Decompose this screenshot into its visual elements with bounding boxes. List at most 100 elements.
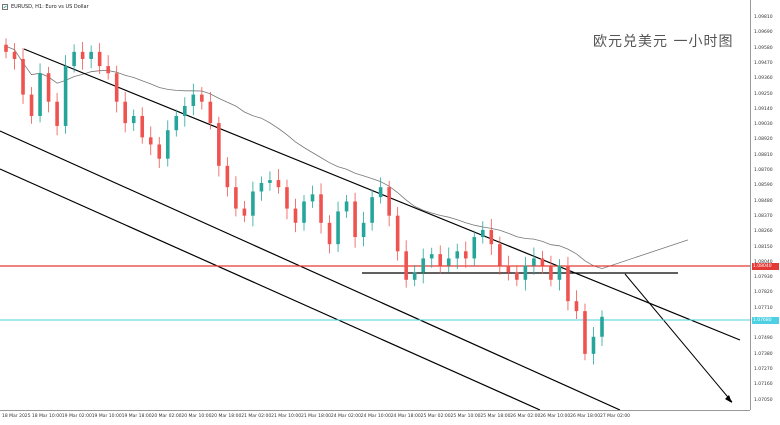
time-axis[interactable]: 18 Mar 2025 18 Mar 10:00 19 Mar 02:00 19 Ma… [0, 410, 750, 425]
price-axis-label: 1.08920 [754, 137, 773, 143]
candle-body [506, 265, 511, 273]
candle-body [498, 244, 502, 266]
candle-body [344, 201, 349, 212]
candle-body [106, 66, 110, 74]
candlestick-series [4, 38, 604, 365]
candle-body [404, 251, 408, 280]
time-axis-label: 25 Mar 18:00 [480, 414, 511, 419]
candle-body [336, 211, 340, 245]
candle-body [148, 137, 153, 145]
chart-symbol-title: EURUSD, H1: Euro vs US Dollar [11, 4, 89, 10]
candle-body [29, 94, 34, 116]
candle-body [63, 66, 68, 126]
candle-body [217, 123, 221, 166]
price-axis-label: 1.08700 [754, 168, 773, 173]
time-axis-label: 26 Mar 18:00 [570, 414, 601, 419]
price-axis-label: 1.08810 [754, 152, 773, 158]
price-axis-label: 1.09470 [754, 60, 773, 66]
candle-body [600, 316, 604, 337]
time-axis-label: 24 Mar 18:00 [390, 414, 421, 419]
projection-arrow-line[interactable] [624, 273, 733, 403]
price-plot-area[interactable] [0, 0, 750, 410]
candle-body [4, 44, 8, 52]
candle-body [387, 187, 391, 216]
candle-body [446, 258, 451, 266]
time-axis-label: 26 Mar 02:00 [510, 414, 541, 419]
price-axis-label: 1.07050 [754, 397, 773, 403]
price-axis-label: 1.08040 [754, 260, 773, 265]
candle-body [361, 222, 366, 238]
trend-channel-lines[interactable] [0, 48, 741, 410]
channel-lower-line[interactable] [0, 168, 541, 410]
red-level-price-tag: 1.08040 [752, 262, 779, 270]
chart-symbol-icon [2, 4, 8, 10]
price-axis-label: 1.08370 [754, 213, 773, 219]
candle-body [140, 115, 145, 138]
time-axis-label: 19 Mar 10:00 [91, 414, 122, 419]
candle-body [540, 258, 545, 266]
price-axis-label: 1.07710 [754, 305, 773, 311]
price-axis-label: 1.08480 [754, 198, 773, 204]
candle-body [574, 301, 579, 312]
candle-body [302, 201, 306, 223]
candle-body [438, 254, 443, 266]
candle-body [72, 51, 76, 67]
time-axis-label: 19 Mar 02:00 [61, 414, 92, 419]
candle-body [421, 258, 425, 273]
candle-body [89, 51, 93, 59]
candle-body [566, 265, 570, 302]
candle-body [21, 58, 25, 95]
candle-body [327, 222, 332, 245]
candle-body [412, 272, 417, 280]
candle-body [523, 265, 528, 280]
candle-body [131, 115, 136, 124]
candle-body [463, 251, 468, 259]
price-axis-label: 1.09140 [754, 106, 773, 112]
chart-watermark-text: 欧元兑美元 一小时图 [593, 34, 734, 50]
candle-body [12, 51, 17, 59]
price-axis-label: 1.07160 [754, 382, 773, 388]
time-axis-label: 20 Mar 10:00 [181, 414, 212, 419]
candle-body [378, 187, 383, 198]
price-axis-label: 1.08260 [754, 229, 773, 235]
candle-body [429, 254, 434, 259]
candle-body [225, 165, 230, 188]
candle-body [293, 208, 298, 223]
candle-body [46, 73, 51, 102]
candle-body [183, 105, 187, 116]
candle-body [114, 73, 119, 102]
candle-body [55, 101, 59, 126]
price-axis-label: 1.09250 [754, 91, 773, 97]
candle-body [157, 144, 162, 159]
time-axis-label: 18 Mar 2025 [2, 414, 31, 419]
candle-body [200, 94, 204, 102]
price-axis-label: 1.09580 [754, 45, 773, 51]
time-axis-label: 26 Mar 10:00 [540, 414, 571, 419]
time-axis-label: 21 Mar 02:00 [241, 414, 272, 419]
time-axis-label: 25 Mar 02:00 [420, 414, 451, 419]
candle-body [242, 208, 247, 216]
candle-body [191, 94, 196, 106]
candle-body [276, 180, 281, 188]
price-axis-label: 1.09030 [754, 122, 773, 128]
channel-middle-line[interactable] [0, 130, 621, 410]
candle-body [97, 51, 102, 67]
candle-body [310, 194, 315, 202]
price-axis-label: 1.07380 [754, 351, 773, 357]
candle-body [395, 215, 400, 252]
price-axis-label: 1.07600 [754, 321, 773, 326]
candle-body [591, 336, 596, 354]
candle-body [319, 194, 323, 223]
candle-body [455, 251, 460, 259]
current-price-tag: 1.07680 [752, 316, 779, 324]
candle-body [353, 201, 357, 238]
candle-body [370, 197, 374, 223]
price-axis[interactable]: 1.09810 1.09690 1.09580 1.09470 1.09360 1.092… [750, 0, 780, 410]
candle-body [557, 265, 562, 280]
candle-body [481, 229, 485, 238]
candle-body [259, 182, 264, 192]
price-axis-label: 1.07820 [754, 290, 773, 296]
candle-body [123, 101, 127, 124]
projection-arrow-head [725, 395, 732, 403]
